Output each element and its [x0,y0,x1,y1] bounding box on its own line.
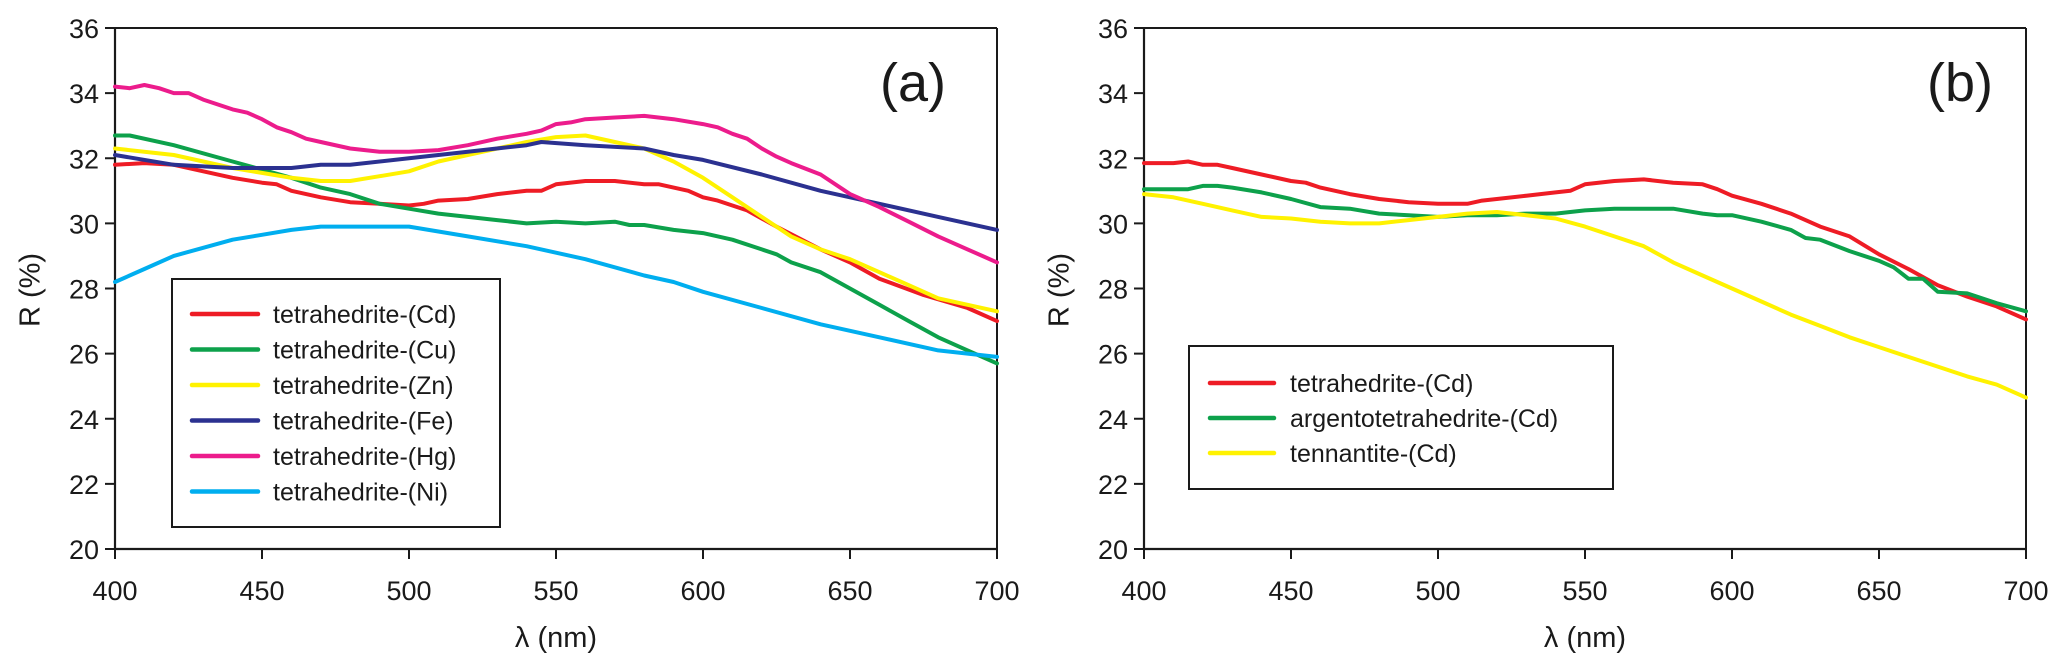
legend-label: tetrahedrite-(Ni) [273,479,448,507]
legend-item: tetrahedrite-(Ni) [189,479,448,507]
legend-box [171,278,501,528]
x-tick-label: 550 [533,576,578,606]
series-line-argentotetrahedrite-cd [1142,183,2028,314]
y-tick-label: 28 [1098,275,1128,305]
series-group [113,83,999,366]
x-tick-label: 650 [827,576,872,606]
x-tick-label: 700 [974,576,1019,606]
x-axis-title: λ (nm) [515,622,597,654]
x-axis-title: λ (nm) [1544,622,1626,654]
y-tick-label: 26 [1098,340,1128,370]
y-tick-label: 22 [69,470,99,500]
series-line-tetrahedrite-ni [113,224,999,359]
x-tick-label: 500 [386,576,431,606]
x-tick-label: 700 [2003,576,2048,606]
y-tick-label: 36 [1098,14,1128,44]
series-group [1142,159,2028,400]
legend-label: tetrahedrite-(Zn) [273,372,454,400]
y-tick-label: 20 [1098,535,1128,565]
y-tick-label: 24 [69,405,99,435]
legend-label: tetrahedrite-(Cd) [273,301,456,329]
panel-tag: (b) [1927,53,1993,113]
y-tick-label: 32 [1098,144,1128,174]
legend-label: tetrahedrite-(Cd) [1290,370,1473,398]
legend-item: tetrahedrite-(Cd) [1207,370,1473,398]
series-line-tennantite-cd [1142,192,2028,400]
x-tick-label: 450 [239,576,284,606]
y-tick-label: 24 [1098,405,1128,435]
legend-item: tennantite-(Cd) [1207,440,1457,468]
legend-item: argentotetrahedrite-(Cd) [1207,405,1558,433]
y-tick-label: 34 [1098,79,1128,109]
legend-label: tennantite-(Cd) [1290,440,1457,468]
y-tick-label: 22 [1098,470,1128,500]
legend-item: tetrahedrite-(Cu) [189,337,456,365]
series-line-tetrahedrite-fe [113,140,999,232]
legend-label: argentotetrahedrite-(Cd) [1290,405,1558,433]
series-line-tetrahedrite-zn [113,133,999,314]
legend-label: tetrahedrite-(Fe) [273,408,454,436]
legend-label: tetrahedrite-(Hg) [273,443,456,471]
y-tick-label: 20 [69,535,99,565]
x-tick-label: 650 [1856,576,1901,606]
y-tick-label: 34 [69,79,99,109]
x-tick-label: 500 [1415,576,1460,606]
y-tick-label: 30 [1098,209,1128,239]
panel-tag: (a) [880,53,946,113]
series-line-tetrahedrite-cd [1142,159,2028,322]
series-line-tetrahedrite-cu [113,133,999,366]
legend-item: tetrahedrite-(Zn) [189,372,454,400]
legend: tetrahedrite-(Cd) tetrahedrite-(Cu) tetrah… [171,278,501,528]
legend-item: tetrahedrite-(Hg) [189,443,456,471]
y-tick-label: 36 [69,14,99,44]
y-axis-title: R (%) [1044,253,1076,327]
panel-b-chart: 400 450 500 550 600 650 700 20 22 24 26 28 30 32 34 36 λ… [1044,14,2049,654]
y-axis-title: R (%) [15,253,47,327]
y-tick-label: 26 [69,340,99,370]
y-tick-label: 28 [69,275,99,305]
y-tick-label: 30 [69,209,99,239]
x-tick-label: 450 [1268,576,1313,606]
legend: tetrahedrite-(Cd) argentotetrahedrite-(Cd… [1188,345,1614,490]
x-tick-label: 600 [680,576,725,606]
legend-item: tetrahedrite-(Fe) [189,408,454,436]
x-tick-label: 400 [1121,576,1166,606]
legend-item: tetrahedrite-(Cd) [189,301,456,329]
panel-a-chart: 400 450 500 550 600 650 700 20 22 24 26 28 30 32 34 36 λ… [15,14,1020,654]
y-tick-label: 32 [69,144,99,174]
series-line-tetrahedrite-hg [113,83,999,265]
x-tick-label: 600 [1709,576,1754,606]
x-tick-label: 550 [1562,576,1607,606]
x-tick-label: 400 [92,576,137,606]
legend-label: tetrahedrite-(Cu) [273,337,456,365]
